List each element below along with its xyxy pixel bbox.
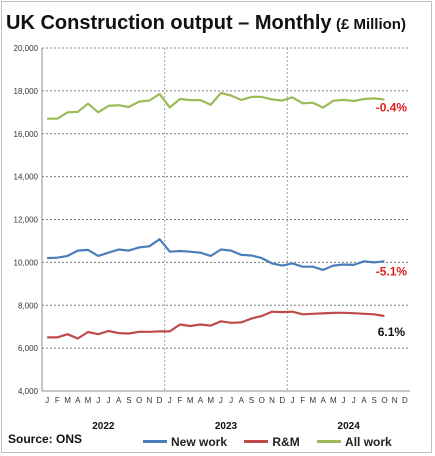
x-tick-label: M [207,396,214,405]
x-tick-label: N [146,396,152,405]
legend-item-all-work: All work [317,435,392,449]
series-line-all-work [47,91,385,120]
chart-title: UK Construction output – Monthly (£ Mill… [6,12,406,35]
y-tick-label: 16,000 [14,130,39,139]
x-tick-label: A [116,396,122,405]
x-tick-label: J [290,396,294,405]
x-tick-label: N [392,396,398,405]
x-tick-label: M [310,396,317,405]
legend-swatch-rm [244,440,269,443]
source-note: Source: ONS [8,432,83,446]
end-label-new-work: -5.1% [376,264,408,278]
year-label: 2023 [215,421,238,432]
y-tick-label: 14,000 [14,173,39,182]
x-tick-label: F [55,396,60,405]
x-tick-label: O [259,396,265,405]
end-label-all-work: -0.4% [376,100,408,114]
x-tick-label: M [64,396,71,405]
year-label: 2022 [92,421,115,432]
legend-label-all-work: All work [345,434,392,449]
x-tick-label: J [106,396,110,405]
x-tick-label: S [372,396,377,405]
x-tick-label: J [219,396,223,405]
y-tick-label: 6,000 [18,344,39,353]
chart-title-unit: (£ Million) [335,16,406,33]
x-tick-label: A [320,396,326,405]
x-tick-label: D [279,396,285,405]
x-tick-label: J [352,396,356,405]
x-tick-label: A [75,396,81,405]
x-tick-label: J [45,396,49,405]
x-tick-label: D [157,396,163,405]
y-tick-label: 10,000 [14,258,39,267]
x-tick-label: A [198,396,204,405]
legend-item-new-work: New work [143,435,227,449]
x-tick-label: J [168,396,172,405]
x-tick-label: S [126,396,131,405]
y-tick-label: 18,000 [14,87,39,96]
legend-swatch-all-work [317,440,342,443]
legend-label-new-work: New work [171,434,228,449]
x-tick-label: M [330,396,337,405]
legend: New work R&M All work [143,432,406,449]
x-tick-label: J [342,396,346,405]
x-tick-label: O [136,396,142,405]
y-tick-label: 20,000 [14,44,39,53]
y-tick-label: 12,000 [14,216,39,225]
end-label-rm: 6.1% [378,325,406,339]
x-tick-label: S [249,396,254,405]
x-tick-label: O [381,396,387,405]
x-tick-label: M [187,396,194,405]
x-tick-label: J [229,396,233,405]
y-tick-label: 4,000 [18,387,39,396]
x-tick-label: A [239,396,245,405]
x-tick-label: F [300,396,305,405]
series-line-rm [47,310,385,340]
legend-item-rm: R&M [244,434,300,449]
legend-swatch-new-work [143,440,167,443]
x-tick-label: M [85,396,92,405]
year-label: 2024 [338,421,361,432]
x-tick-label: J [96,396,100,405]
x-tick-label: D [402,396,408,405]
series-line-new-work [47,238,385,271]
legend-label-rm: R&M [272,434,300,449]
y-tick-label: 8,000 [18,301,39,310]
x-tick-label: N [269,396,275,405]
chart-title-main: UK Construction output – Monthly [6,12,332,34]
x-tick-label: A [361,396,367,405]
x-tick-label: F [178,396,183,405]
